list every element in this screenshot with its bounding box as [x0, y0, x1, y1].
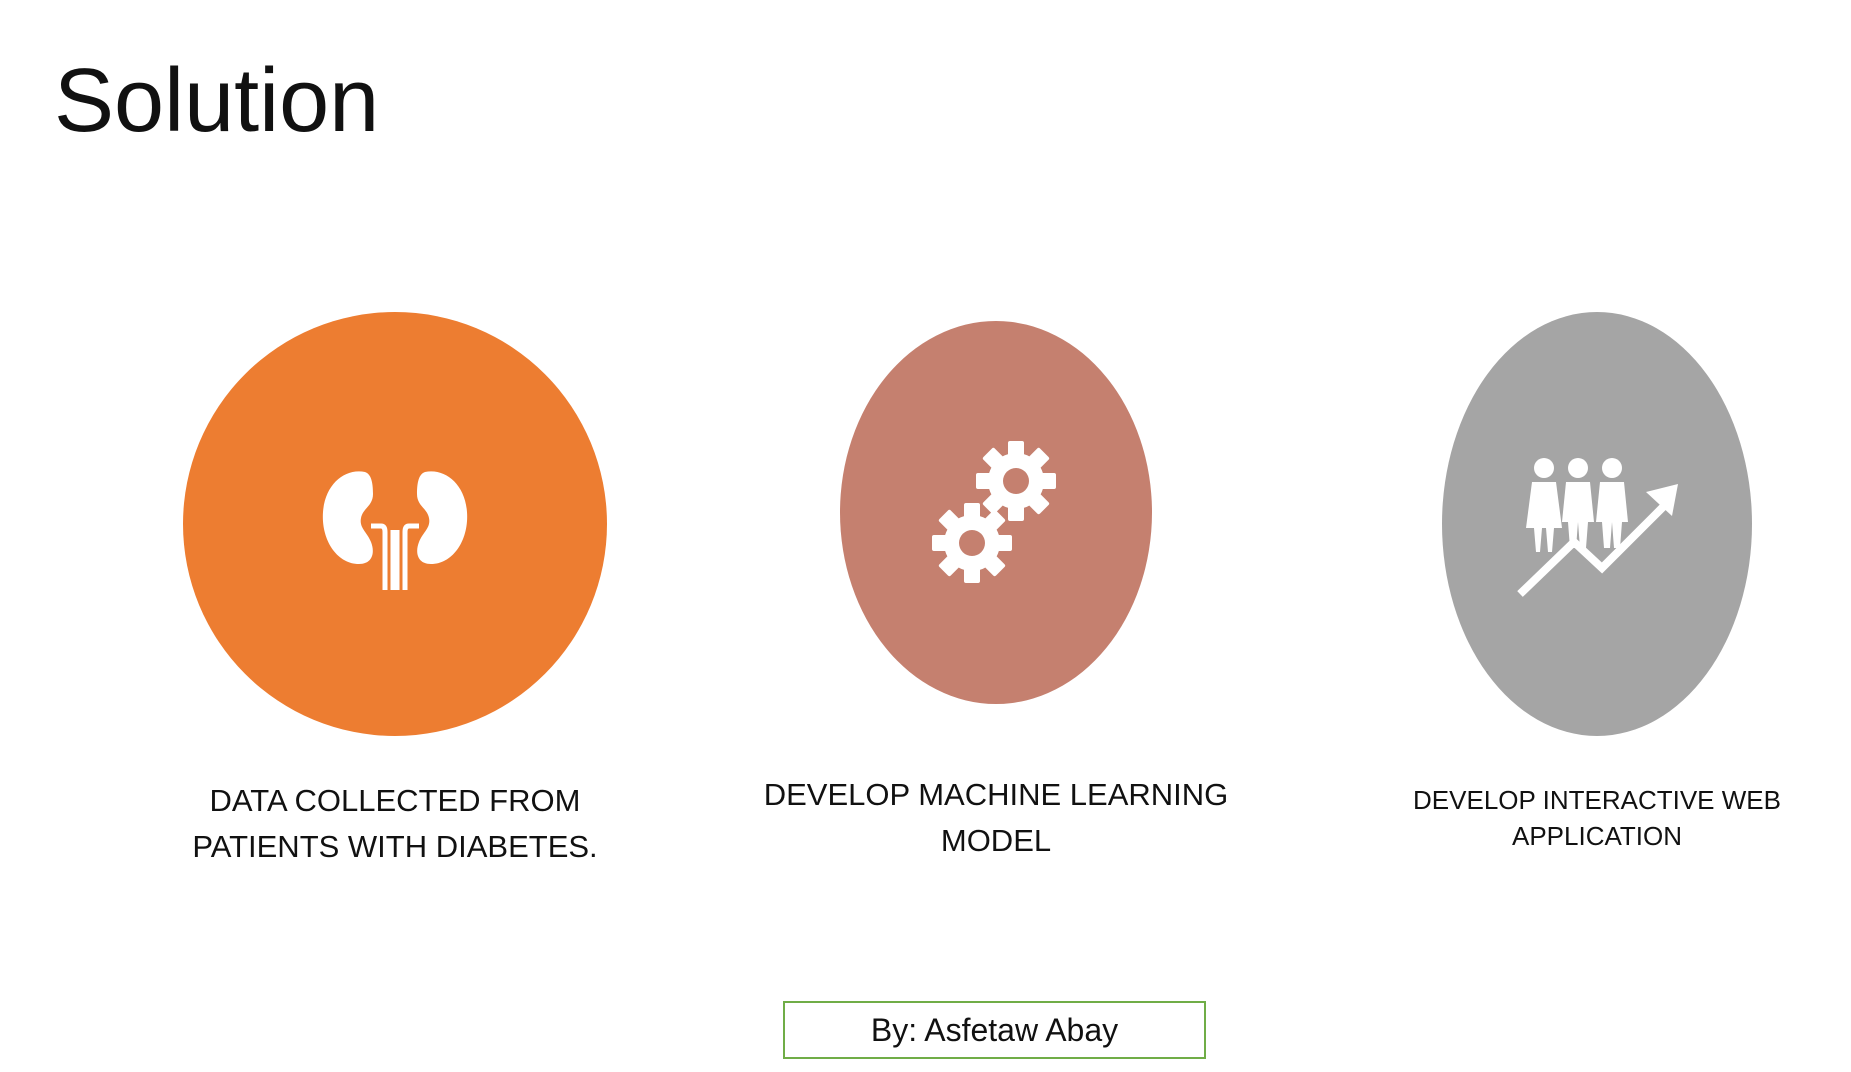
- caption-line: APPLICATION: [1511, 821, 1682, 851]
- people-growth-icon: [1517, 458, 1678, 597]
- caption-line: MODEL: [940, 823, 1052, 858]
- author-box: By: Asfetaw Abay: [783, 1001, 1206, 1059]
- author-label: By: Asfetaw Abay: [870, 1011, 1119, 1048]
- kidney-circle: [183, 312, 607, 736]
- caption-data-collection: DATA COLLECTED FROM PATIENTS WITH DIABET…: [150, 778, 640, 870]
- caption-web-app: DEVELOP INTERACTIVE WEB APPLICATION: [1380, 782, 1814, 854]
- caption-line: DATA COLLECTED FROM: [209, 783, 581, 818]
- gears-circle: [840, 321, 1152, 704]
- gears-icon: [932, 441, 1056, 583]
- kidney-icon: [322, 471, 468, 590]
- caption-line: DEVELOP INTERACTIVE WEB: [1413, 785, 1781, 815]
- caption-line: PATIENTS WITH DIABETES.: [192, 829, 598, 864]
- slide-title: Solution: [54, 51, 380, 151]
- caption-ml-model: DEVELOP MACHINE LEARNING MODEL: [736, 772, 1256, 864]
- people-circle: [1442, 312, 1752, 736]
- caption-line: DEVELOP MACHINE LEARNING: [763, 777, 1229, 812]
